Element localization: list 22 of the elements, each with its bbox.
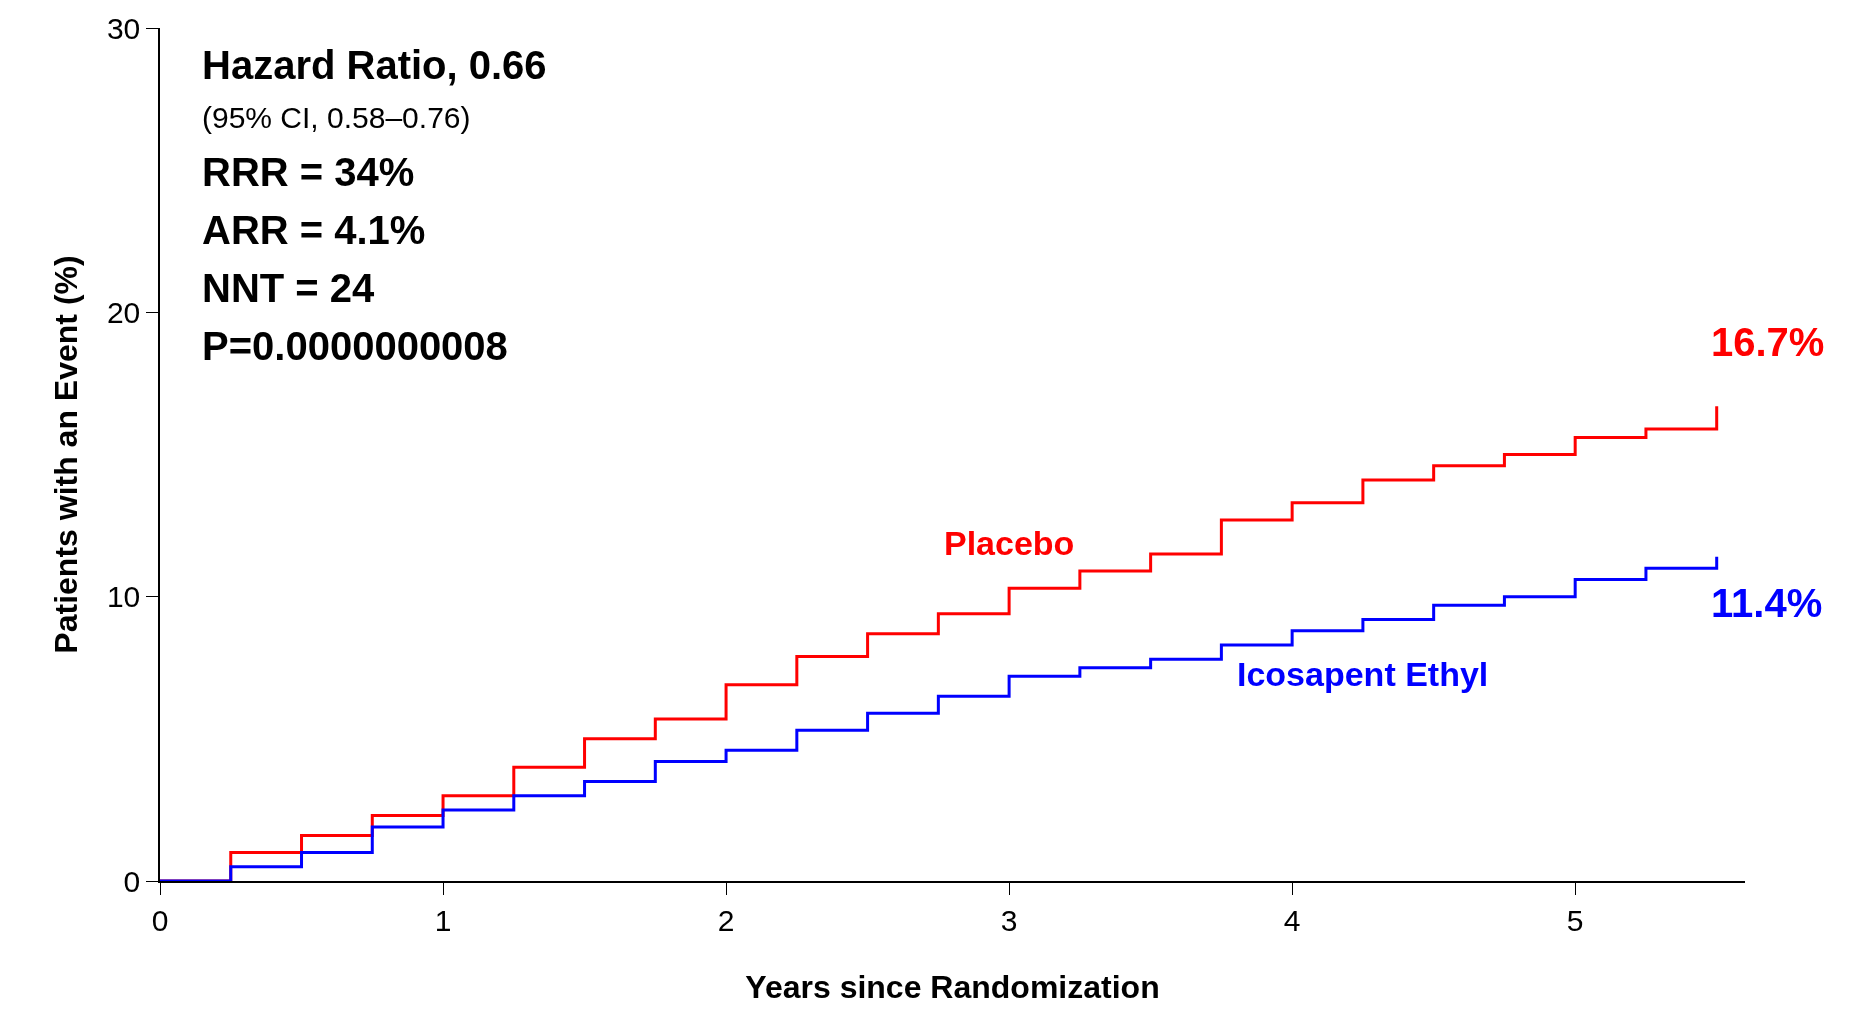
series-label: Placebo	[944, 524, 1075, 562]
annotation: (95% CI, 0.58–0.76)	[202, 101, 471, 134]
y-tick-label: 0	[123, 864, 141, 898]
y-tick-label: 30	[106, 11, 141, 45]
annotation: 11.4%	[1711, 581, 1823, 625]
annotation: Hazard Ratio, 0.66	[202, 43, 547, 87]
y-tick-label: 20	[106, 295, 141, 329]
series-label: Icosapent Ethyl	[1237, 655, 1489, 693]
annotation: P=0.0000000008	[202, 324, 508, 368]
annotation: NNT = 24	[202, 266, 376, 310]
x-tick-label: 0	[151, 903, 169, 937]
x-tick-label: 3	[1000, 903, 1018, 937]
annotation: RRR = 34%	[202, 150, 415, 194]
x-tick-label: 5	[1566, 903, 1584, 937]
x-axis-title: Years since Randomization	[745, 969, 1160, 1006]
x-tick-label: 2	[717, 903, 735, 937]
annotation: 16.7%	[1711, 320, 1825, 364]
y-axis-title: Patients with an Event (%)	[47, 255, 84, 654]
y-tick-label: 10	[106, 580, 141, 614]
x-tick-label: 4	[1283, 903, 1301, 937]
x-tick-label: 1	[434, 903, 452, 937]
annotation: ARR = 4.1%	[202, 208, 426, 252]
